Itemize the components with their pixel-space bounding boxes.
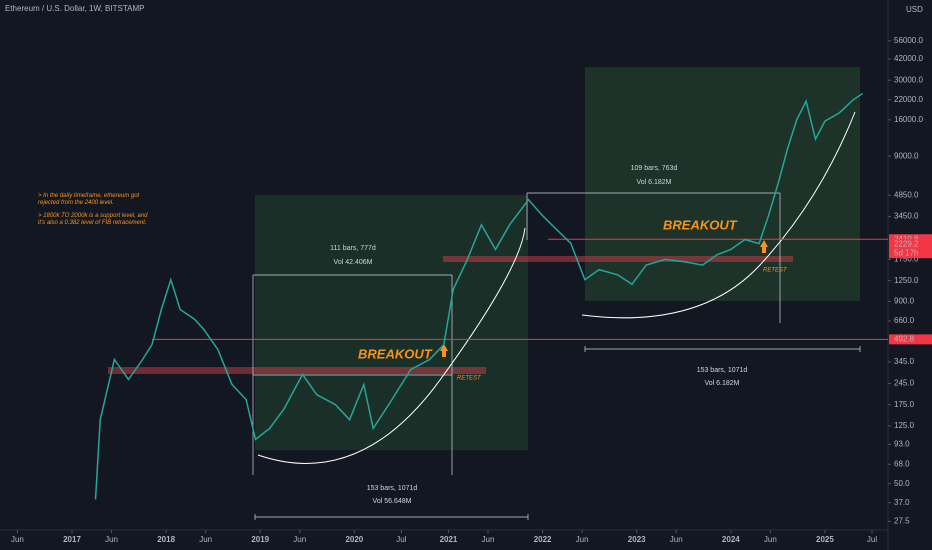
- x-tick-label: Jun: [199, 535, 212, 544]
- range-label: 153 bars, 1071d: [697, 367, 748, 374]
- range-label: Vol 6.182M: [704, 380, 739, 387]
- up-arrow: [440, 344, 448, 357]
- notes: > In the daily timeframe, ethereum got r…: [38, 193, 156, 233]
- x-tick-label: Jun: [670, 535, 683, 544]
- y-tick-label: 175.0: [894, 400, 915, 409]
- curve-arrow: [581, 111, 856, 319]
- x-tick-label: 2020: [345, 535, 363, 544]
- x-tick-label: 2024: [722, 535, 740, 544]
- up-arrow: [760, 240, 768, 253]
- x-tick-label: 2019: [251, 535, 269, 544]
- range-label: 111 bars, 777d: [330, 245, 376, 252]
- level-label: 492.8: [894, 334, 915, 343]
- x-tick-label: 2023: [628, 535, 646, 544]
- y-tick-label: 660.0: [894, 316, 915, 325]
- level-label: 2410.8: [894, 234, 919, 243]
- range-label: 153 bars, 1071d: [367, 485, 418, 492]
- x-tick-label: Jun: [576, 535, 589, 544]
- support-band: [443, 256, 793, 262]
- y-tick-label: 4850.0: [894, 190, 919, 199]
- x-tick-label: Jun: [11, 535, 24, 544]
- x-tick-label: Jun: [105, 535, 118, 544]
- y-tick-label: 125.0: [894, 421, 915, 430]
- price-line: [94, 92, 864, 500]
- x-tick-label: 2025: [816, 535, 834, 544]
- breakout-label: BREAKOUT: [663, 217, 738, 232]
- level-tag: [889, 334, 932, 345]
- y-tick-label: 93.0: [894, 440, 910, 449]
- x-tick-label: 2022: [534, 535, 552, 544]
- chart-title: Ethereum / U.S. Dollar, 1W, BITSTAMP: [5, 4, 144, 13]
- x-tick-label: Jul: [396, 535, 406, 544]
- y-tick-label: 56000.0: [894, 36, 923, 45]
- range-label: Vol 42.406M: [334, 259, 373, 266]
- x-tick-label: 2021: [440, 535, 458, 544]
- retest-label: RETEST: [457, 376, 482, 382]
- y-tick-label: 1750.0: [894, 255, 919, 264]
- zone: [585, 67, 860, 301]
- y-tick-label: 245.0: [894, 379, 915, 388]
- price-label: 2229.2: [894, 239, 919, 248]
- y-tick-label: 30000.0: [894, 75, 923, 84]
- range-label: 109 bars, 763d: [631, 165, 678, 172]
- y-tick-label: 16000.0: [894, 115, 923, 124]
- y-tick-label: 9000.0: [894, 151, 919, 160]
- x-tick-label: 2017: [63, 535, 81, 544]
- y-tick-label: 3450.0: [894, 212, 919, 221]
- note: > 1800k TO 2000k is a support level, and…: [38, 213, 148, 226]
- curve-arrow: [257, 227, 526, 464]
- zone: [255, 195, 528, 450]
- currency: USD: [906, 5, 923, 14]
- x-tick-label: 2018: [157, 535, 175, 544]
- x-tick-label: Jun: [764, 535, 777, 544]
- y-tick-label: 68.0: [894, 459, 910, 468]
- range-label: Vol 56.648M: [373, 498, 412, 505]
- y-tick-label: 1250.0: [894, 276, 919, 285]
- price-tag: [889, 239, 932, 259]
- countdown-label: 5d 17h: [894, 248, 918, 257]
- note: > In the daily timeframe, ethereum got r…: [38, 193, 140, 206]
- y-tick-label: 27.5: [894, 517, 910, 526]
- y-tick-label: 42000.0: [894, 54, 923, 63]
- y-tick-label: 50.0: [894, 479, 910, 488]
- y-tick-label: 345.0: [894, 357, 915, 366]
- range-label: Vol 6.182M: [636, 179, 671, 186]
- y-tick-label: 22000.0: [894, 95, 923, 104]
- x-tick-label: Jun: [293, 535, 306, 544]
- retest-label: RETEST: [763, 268, 788, 274]
- x-tick-label: Jul: [867, 535, 877, 544]
- breakout-label: BREAKOUT: [358, 346, 433, 361]
- measure-lines: [252, 192, 861, 520]
- support-band: [108, 367, 486, 374]
- y-tick-label: 900.0: [894, 296, 915, 305]
- x-tick-label: Jun: [482, 535, 495, 544]
- y-tick-label: 37.0: [894, 498, 910, 507]
